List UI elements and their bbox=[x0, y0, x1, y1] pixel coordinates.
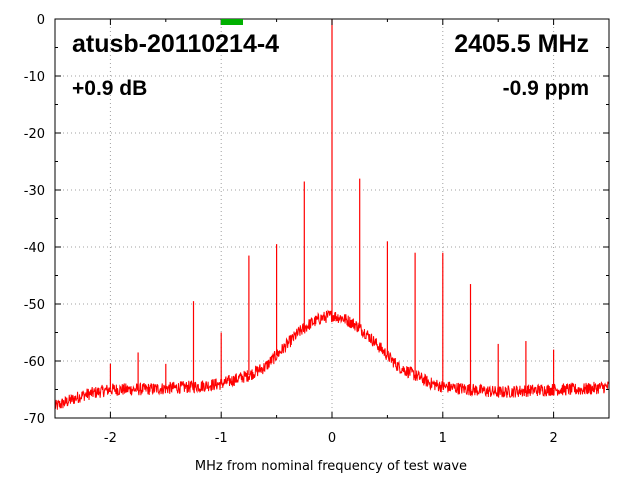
level-label: +0.9 dB bbox=[72, 77, 147, 100]
y-tick-label: -20 bbox=[24, 127, 45, 142]
y-tick-label: -40 bbox=[24, 241, 45, 256]
spectrum-trace bbox=[54, 309, 610, 410]
x-tick-label: -2 bbox=[104, 431, 117, 446]
noise-floor-trace bbox=[54, 309, 610, 410]
y-tick-label: -50 bbox=[24, 298, 45, 313]
ppm-label: -0.9 ppm bbox=[503, 77, 589, 100]
y-tick-label: -30 bbox=[24, 184, 45, 199]
y-tick-label: -10 bbox=[24, 70, 45, 85]
spur-lines bbox=[109, 19, 555, 393]
x-axis-label: MHz from nominal frequency of test wave bbox=[195, 459, 467, 474]
x-tick-label: 0 bbox=[328, 431, 336, 446]
legend-swatch bbox=[221, 19, 243, 25]
x-tick-label: 2 bbox=[549, 431, 557, 446]
x-tick-label: -1 bbox=[215, 431, 228, 446]
y-tick-label: 0 bbox=[37, 13, 45, 28]
y-tick-label: -60 bbox=[24, 355, 45, 370]
axis-ticks: 0-10-20-30-40-50-60-70-2 -1 0 1 2 bbox=[24, 13, 610, 446]
y-tick-label: -70 bbox=[24, 412, 45, 427]
device-label: atusb-20110214-4 bbox=[72, 30, 279, 58]
x-tick-label: 1 bbox=[439, 431, 447, 446]
frequency-label: 2405.5 MHz bbox=[454, 30, 589, 58]
